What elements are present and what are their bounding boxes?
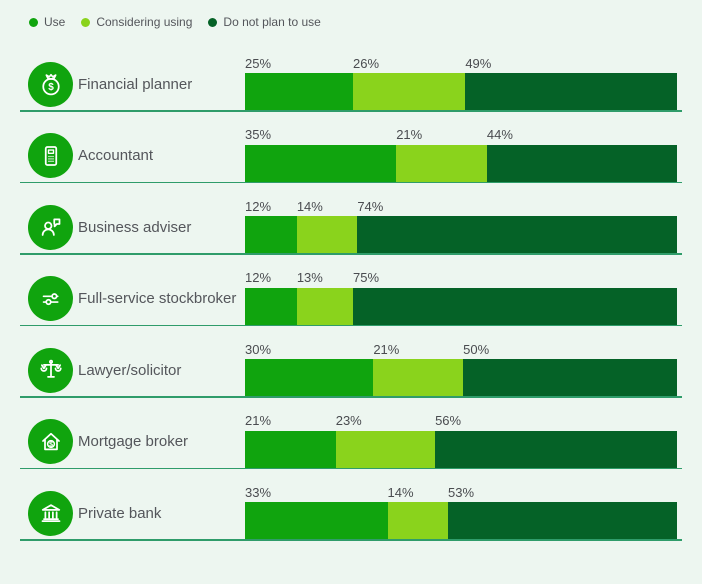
- stacked-bar: [245, 73, 677, 110]
- bar-segment: [245, 216, 297, 253]
- chart-row: Private bank 33% 14% 53%: [20, 469, 682, 541]
- legend-label: Considering using: [96, 15, 193, 29]
- legend-item: Considering using: [81, 15, 192, 29]
- bar-value-label: 35%: [245, 127, 272, 142]
- bar-segment: [448, 502, 677, 539]
- svg-text:$: $: [49, 441, 53, 448]
- bar-value-label: 14%: [296, 198, 323, 214]
- bar-value-labels: 12% 13% 75%: [245, 269, 677, 285]
- scales-icon: [28, 347, 73, 393]
- bar-value-labels: 12% 14% 74%: [245, 198, 677, 214]
- bar-value-label: 23%: [335, 413, 362, 428]
- row-divider: [20, 396, 682, 398]
- legend-item: Use: [29, 15, 65, 29]
- bar-segment: [463, 359, 677, 396]
- bar-value-label: 49%: [465, 55, 492, 71]
- category-label: Lawyer/solicitor: [78, 361, 182, 379]
- row-divider: [20, 539, 682, 541]
- category-label: Financial planner: [78, 75, 193, 93]
- svg-text:$: $: [48, 82, 54, 93]
- bar-value-label: 50%: [463, 341, 490, 357]
- row-divider: [20, 253, 682, 255]
- bar-value-label: 25%: [245, 55, 272, 71]
- bar-value-label: 26%: [353, 55, 380, 71]
- bar-value-label: 21%: [245, 413, 272, 428]
- bar-segment: [396, 144, 487, 182]
- bar-segment: [465, 73, 677, 110]
- chart-row: Business adviser 12% 14% 74%: [20, 183, 682, 255]
- legend-item: Do not plan to use: [208, 15, 321, 29]
- person-chat-icon: [28, 204, 73, 250]
- bar-value-labels: 21% 23% 56%: [245, 412, 677, 428]
- chart-row: Accountant 35% 21% 44%: [20, 112, 682, 183]
- bar-value-label: 53%: [448, 484, 475, 500]
- category-label: Mortgage broker: [78, 433, 189, 450]
- legend-label: Use: [44, 15, 66, 29]
- bar-segment: [245, 359, 374, 396]
- house-dollar-icon: $: [28, 419, 73, 464]
- calculator-icon: [28, 133, 73, 178]
- row-divider: [20, 110, 682, 112]
- bar-value-label: 13%: [296, 270, 323, 285]
- chart-rows: $ Financial planner 25% 26% 49% Accountant…: [0, 40, 702, 541]
- bar-value-label: 14%: [387, 484, 414, 500]
- sliders-icon: [28, 276, 73, 321]
- bar-value-labels: 25% 26% 49%: [245, 55, 677, 71]
- bar-segment: [352, 287, 677, 325]
- bar-segment: [357, 216, 677, 253]
- stacked-bar: [245, 430, 677, 468]
- legend-label: Do not plan to use: [223, 15, 321, 29]
- bar-value-labels: 30% 21% 50%: [245, 341, 677, 357]
- stacked-bar: [245, 144, 677, 182]
- chart-row: Full-service stockbroker 12% 13% 75%: [20, 255, 682, 326]
- bar-value-label: 30%: [245, 341, 272, 357]
- bar-value-labels: 33% 14% 53%: [245, 484, 677, 500]
- bar-segment: [245, 144, 397, 182]
- bar-segment: [245, 430, 336, 468]
- stacked-bar: [245, 502, 677, 539]
- chart-row: Lawyer/solicitor 30% 21% 50%: [20, 326, 682, 398]
- category-label: Private bank: [78, 504, 162, 522]
- category-label: Full-service stockbroker: [78, 290, 237, 307]
- bar-segment: [296, 216, 358, 253]
- bar-value-label: 44%: [486, 127, 513, 142]
- bar-segment: [335, 430, 436, 468]
- legend-dot-icon: [29, 17, 38, 27]
- stacked-bar: [245, 216, 677, 253]
- chart-row: $ Mortgage broker 21% 23% 56%: [20, 398, 682, 469]
- bar-segment: [486, 144, 677, 182]
- legend-dot-icon: [208, 17, 218, 27]
- bar-segment: [245, 287, 297, 325]
- row-divider: [20, 467, 682, 469]
- stacked-bar: [245, 287, 677, 325]
- stacked-bar: [245, 359, 677, 396]
- bar-value-label: 74%: [357, 198, 384, 214]
- bar-segment: [435, 430, 677, 468]
- bar-value-label: 75%: [353, 270, 380, 285]
- bar-segment: [353, 73, 466, 110]
- category-label: Business adviser: [78, 218, 192, 236]
- bar-value-label: 21%: [373, 341, 400, 357]
- bar-segment: [387, 502, 449, 539]
- bar-segment: [245, 502, 388, 539]
- bar-value-label: 12%: [245, 198, 272, 214]
- bar-value-label: 33%: [245, 484, 272, 500]
- bar-segment: [296, 287, 353, 325]
- bar-value-label: 21%: [396, 127, 423, 142]
- legend-dot-icon: [81, 17, 91, 27]
- bar-value-label: 56%: [435, 413, 462, 428]
- row-divider: [20, 324, 682, 326]
- row-divider: [20, 181, 682, 183]
- bar-segment: [245, 73, 353, 110]
- chart-row: $ Financial planner 25% 26% 49%: [20, 40, 682, 112]
- bank-icon: [28, 490, 73, 536]
- category-label: Accountant: [78, 147, 154, 164]
- bar-value-labels: 35% 21% 44%: [245, 126, 677, 142]
- bar-value-label: 12%: [245, 270, 272, 285]
- money-bag-icon: $: [28, 61, 73, 107]
- bar-segment: [373, 359, 464, 396]
- chart-legend: Use Considering using Do not plan to use: [0, 0, 702, 29]
